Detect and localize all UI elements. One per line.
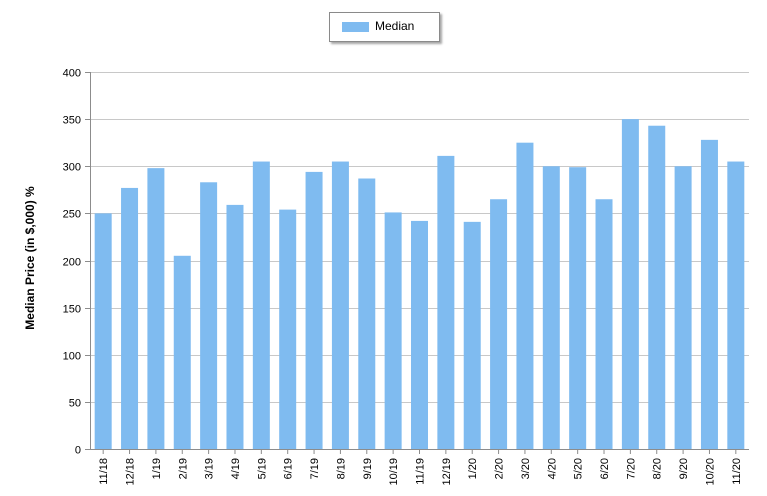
bar — [200, 182, 218, 449]
bar — [252, 161, 270, 449]
x-tick-label: 11/20 — [731, 458, 743, 485]
y-tick-label: 350 — [63, 115, 81, 127]
x-tick-label: 1/19 — [151, 458, 163, 479]
x-tick-label: 9/20 — [678, 458, 690, 479]
bar — [621, 119, 639, 449]
x-tick-label: 7/19 — [309, 458, 321, 479]
bar — [542, 166, 560, 449]
x-tick-label: 11/19 — [415, 458, 427, 485]
y-tick-label: 300 — [63, 162, 81, 174]
bar — [595, 199, 613, 449]
bar — [147, 168, 165, 449]
bar — [226, 204, 244, 449]
y-tick-label: 400 — [63, 68, 81, 80]
x-tick-label: 4/20 — [546, 458, 558, 479]
x-tick-label: 11/18 — [98, 458, 110, 485]
bar — [648, 125, 666, 449]
x-tick-label: 9/19 — [362, 458, 374, 479]
y-tick-label: 100 — [63, 351, 81, 363]
bar — [490, 199, 508, 449]
x-tick-label: 8/19 — [335, 458, 347, 479]
y-tick-label: 200 — [63, 257, 81, 269]
bar — [727, 161, 745, 449]
y-tick-label: 50 — [69, 398, 81, 410]
bar — [173, 255, 191, 449]
bar — [305, 171, 323, 449]
x-tick-label: 8/20 — [652, 458, 664, 479]
x-tick-label: 2/19 — [177, 458, 189, 479]
legend-swatch-median — [342, 22, 369, 32]
bar — [94, 213, 112, 449]
bar — [279, 209, 297, 449]
bar — [121, 187, 139, 450]
x-tick-label: 10/19 — [388, 458, 400, 486]
x-tick-label: 3/19 — [204, 458, 216, 479]
x-tick-label: 6/20 — [599, 458, 611, 479]
bar — [463, 221, 481, 449]
bar — [569, 167, 587, 449]
legend-label-median: Median — [375, 19, 415, 33]
bar — [700, 139, 718, 450]
x-tick-label: 1/20 — [467, 458, 479, 479]
legend: Median — [329, 12, 440, 42]
bar — [437, 155, 455, 449]
bar — [516, 142, 534, 449]
x-tick-label: 12/18 — [125, 458, 137, 486]
y-tick-label: 150 — [63, 304, 81, 316]
x-tick-label: 4/19 — [230, 458, 242, 479]
x-tick-label: 3/20 — [520, 458, 532, 479]
bar — [331, 161, 349, 449]
x-tick-label: 2/20 — [494, 458, 506, 479]
y-axis-label: Median Price (in $,000) % — [23, 186, 37, 330]
x-tick-label: 10/20 — [704, 458, 716, 486]
bar — [358, 178, 376, 449]
x-tick-label: 12/19 — [441, 458, 453, 486]
bar — [384, 212, 402, 449]
x-tick-label: 5/19 — [256, 458, 268, 479]
bar — [411, 220, 428, 449]
y-tick-label: 250 — [63, 209, 81, 221]
x-tick-label: 5/20 — [573, 458, 585, 479]
x-tick-label: 6/19 — [283, 458, 295, 479]
y-tick-label: 0 — [75, 445, 81, 457]
bar — [674, 166, 692, 449]
x-tick-label: 7/20 — [625, 458, 637, 479]
